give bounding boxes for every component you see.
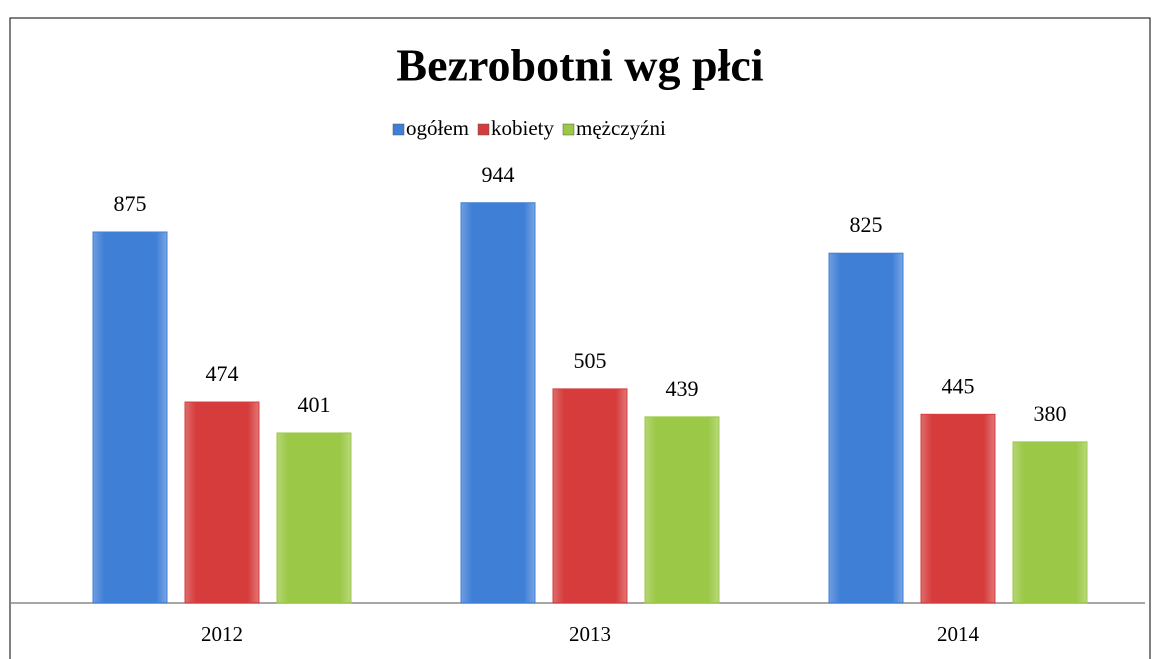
bar: [920, 413, 996, 604]
data-label: 401: [298, 392, 331, 417]
data-label: 439: [666, 376, 699, 401]
x-tick-label: 2013: [569, 622, 611, 646]
bar: [1012, 441, 1088, 604]
bar: [828, 252, 904, 604]
data-label: 875: [114, 191, 147, 216]
legend-label: kobiety: [491, 116, 554, 140]
bar: [92, 231, 168, 604]
legend-label: mężczyźni: [576, 116, 666, 140]
bar: [276, 432, 352, 604]
data-label: 825: [850, 212, 883, 237]
data-label: 505: [574, 348, 607, 373]
bar: [184, 401, 260, 604]
data-label: 474: [206, 361, 239, 386]
legend-swatch: [562, 123, 575, 136]
data-label: 445: [942, 373, 975, 398]
chart-title: Bezrobotni wg płci: [396, 40, 763, 91]
legend-swatch: [392, 123, 405, 136]
legend-swatch: [477, 123, 490, 136]
x-tick-label: 2014: [937, 622, 980, 646]
bar: [644, 416, 720, 604]
x-tick-label: 2012: [201, 622, 243, 646]
bar: [552, 388, 628, 604]
legend-label: ogółem: [406, 116, 469, 140]
data-label: 944: [482, 162, 515, 187]
data-label: 380: [1034, 401, 1067, 426]
bar: [460, 202, 536, 604]
